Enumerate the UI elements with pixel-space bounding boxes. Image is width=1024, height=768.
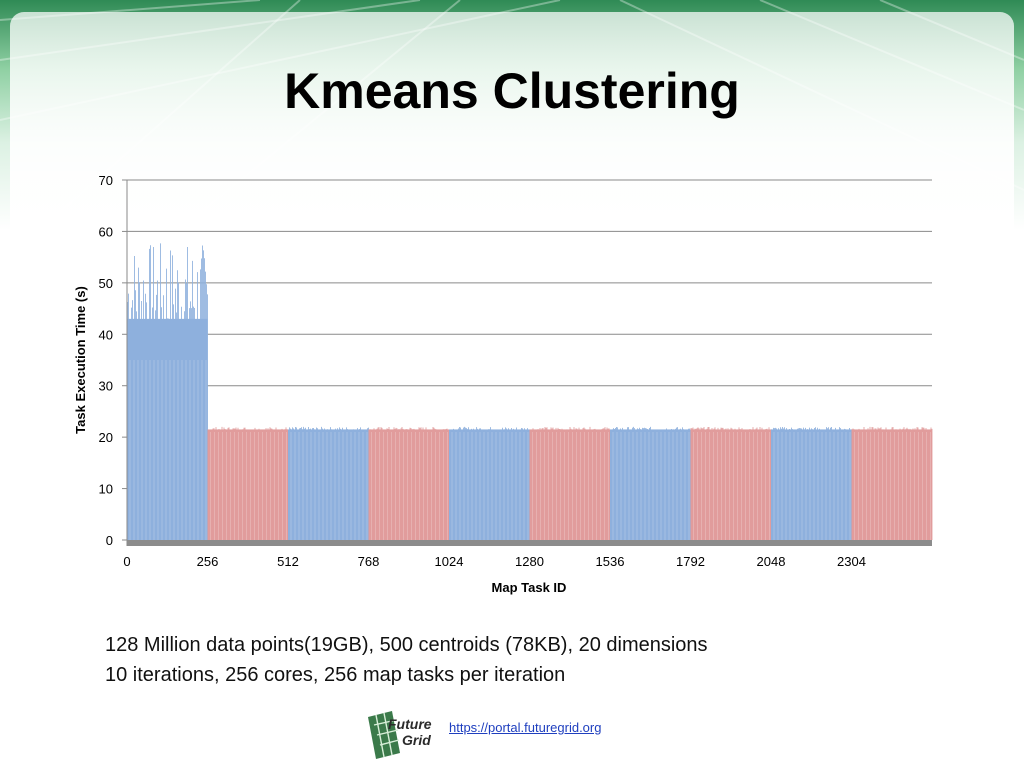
y-tick-label: 50 (99, 276, 113, 291)
y-tick-label: 40 (99, 327, 113, 342)
x-tick-label: 256 (197, 554, 219, 569)
x-tick-label: 0 (123, 554, 130, 569)
series-iteration-9 (771, 426, 852, 540)
portal-link[interactable]: https://portal.futuregrid.org (449, 720, 602, 735)
x-tick-label: 512 (277, 554, 299, 569)
grid-globe-icon (368, 711, 400, 759)
slide-title: Kmeans Clustering (284, 63, 740, 119)
execution-time-chart: 0 10 20 30 40 50 60 70 0 256 512 768 1024 1280 1536 179… (73, 173, 933, 595)
y-axis-title: Task Execution Time (s) (73, 286, 88, 434)
series-iteration-6 (529, 426, 611, 540)
series-iteration-8 (690, 426, 772, 540)
y-tick-label: 70 (99, 173, 113, 188)
bar-series (127, 243, 933, 540)
x-tick-label: 2304 (837, 554, 866, 569)
series-iteration-5 (449, 426, 530, 540)
tick-labels: 0 10 20 30 40 50 60 70 0 256 512 768 1024 1280 1536 179… (99, 173, 866, 569)
futuregrid-logo: Future Grid (368, 711, 432, 759)
logo-text-future: Future (388, 716, 432, 732)
x-tick-label: 1280 (515, 554, 544, 569)
y-tick-label: 20 (99, 430, 113, 445)
series-iteration-4 (368, 426, 450, 540)
x-axis-title: Map Task ID (492, 580, 567, 595)
y-tick-label: 0 (106, 533, 113, 548)
y-tick-label: 10 (99, 482, 113, 497)
series-iteration-1 (127, 243, 208, 540)
caption: 128 Million data points(19GB), 500 centr… (105, 630, 708, 690)
series-iteration-10 (851, 426, 933, 540)
series-iteration-2 (207, 426, 289, 540)
logo-text-grid: Grid (402, 732, 431, 748)
x-tick-label: 2048 (757, 554, 786, 569)
x-tick-label: 768 (358, 554, 380, 569)
caption-line: 128 Million data points(19GB), 500 centr… (105, 634, 708, 656)
x-tick-label: 1024 (435, 554, 464, 569)
axes (122, 179, 932, 546)
x-axis-base (127, 540, 932, 546)
series-iteration-7 (610, 426, 691, 540)
caption-line: 10 iterations, 256 cores, 256 map tasks … (105, 664, 566, 686)
x-tick-label: 1536 (596, 554, 625, 569)
y-tick-label: 60 (99, 224, 113, 239)
y-tick-label: 30 (99, 379, 113, 394)
series-iteration-3 (288, 426, 369, 540)
x-tick-label: 1792 (676, 554, 705, 569)
